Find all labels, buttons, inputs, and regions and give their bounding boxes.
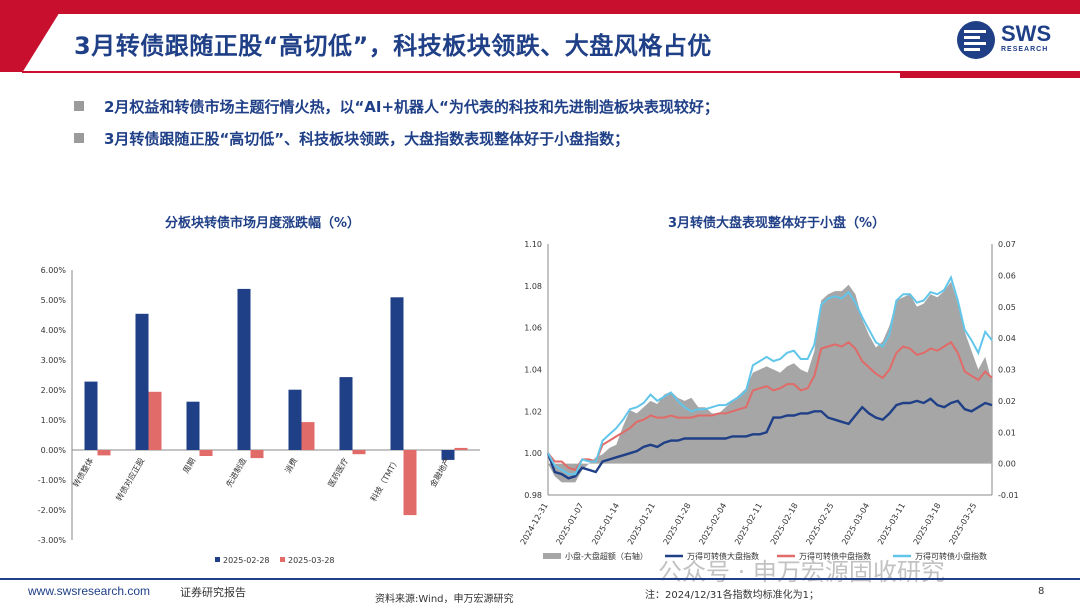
bar <box>339 377 353 450</box>
bar <box>288 389 302 450</box>
bar <box>250 450 264 459</box>
bar <box>301 422 315 450</box>
footer-report-type: 证券研究报告 <box>180 586 246 599</box>
legend-swatch <box>543 553 561 559</box>
bar <box>135 313 149 450</box>
footer-divider <box>0 578 1080 580</box>
right-y-tick-label: 0.01 <box>998 428 1016 437</box>
bullet-square-icon <box>74 101 84 111</box>
y-tick-label: 5.00% <box>41 296 67 305</box>
x-tick-label: 金融地产 <box>428 456 453 489</box>
legend-swatch <box>280 557 285 562</box>
x-tick-label: 医药医疗 <box>326 456 351 489</box>
y-tick-label: -3.00% <box>38 536 67 545</box>
legend-label: 万得可转债小盘指数 <box>915 551 987 561</box>
right-y-tick-label: 0.04 <box>998 334 1016 343</box>
x-tick-label: 2025-01-21 <box>626 502 657 547</box>
bar <box>148 391 162 450</box>
x-tick-label: 先进制造 <box>224 456 249 489</box>
bar-chart-title: 分板块转债市场月度涨跌幅（%） <box>165 216 361 231</box>
left-y-tick-label: 0.98 <box>524 491 542 500</box>
footer-note: 注：2024/12/31各指数均标准化为1； <box>645 590 819 601</box>
legend-label: 万得可转债大盘指数 <box>687 551 759 561</box>
x-tick-label: 2025-03-25 <box>947 502 978 547</box>
bullet-text: 2月权益和转债市场主题行情火热，以“AI+机器人“为代表的科技和先进制造板块表现… <box>104 98 719 116</box>
bar <box>352 450 366 455</box>
bar <box>454 447 468 450</box>
left-y-tick-label: 1.02 <box>524 407 542 416</box>
y-tick-label: 0.00% <box>41 446 67 455</box>
x-tick-label: 2025-02-11 <box>733 502 764 547</box>
x-tick-label: 转债对应正股 <box>114 456 147 503</box>
right-y-tick-label: 0.03 <box>998 366 1016 375</box>
line-chart-title: 3月转债大盘表现整体好于小盘（%） <box>668 216 886 231</box>
bar <box>97 450 111 456</box>
y-tick-label: -2.00% <box>38 506 67 515</box>
footer-url-link[interactable]: www.swsresearch.com <box>28 584 151 598</box>
y-tick-label: 4.00% <box>41 326 67 335</box>
legend-label: 2025-03-28 <box>288 556 335 565</box>
right-y-tick-label: 0.05 <box>998 303 1016 312</box>
series-line <box>546 397 993 480</box>
right-y-tick-label: 0.06 <box>998 271 1016 280</box>
series-line <box>547 274 993 476</box>
right-y-tick-label: -0.01 <box>998 491 1019 500</box>
bullet-square-icon <box>74 133 84 143</box>
banner-red-shape <box>0 0 1080 72</box>
footer-source: 资料来源:Wind，申万宏源研究 <box>375 594 514 605</box>
x-tick-label: 科技（TMT） <box>368 456 401 503</box>
x-tick-label: 2025-03-04 <box>840 502 871 547</box>
x-tick-label: 消费 <box>283 456 300 475</box>
bar <box>441 450 455 460</box>
banner-divider <box>0 14 60 74</box>
bar <box>403 450 417 516</box>
left-y-tick-label: 1.04 <box>524 366 542 375</box>
logo-subtext: RESEARCH <box>1001 46 1049 53</box>
legend-label: 2025-02-28 <box>223 556 270 565</box>
y-tick-label: 3.00% <box>41 356 67 365</box>
x-tick-label: 转债整体 <box>71 456 96 489</box>
bar <box>390 297 404 450</box>
series-line <box>547 340 993 472</box>
logo-text: SWS <box>1001 21 1052 46</box>
page-number: 8 <box>1038 586 1045 597</box>
y-tick-label: 6.00% <box>41 266 67 275</box>
x-tick-label: 2025-01-07 <box>554 502 585 547</box>
x-tick-label: 2025-03-18 <box>912 502 943 547</box>
x-tick-label: 2024-12-31 <box>519 502 550 547</box>
line-chart: 0.98 1.00 1.02 1.04 1.06 1.08 1.10 -0.01 0.00 0.0… <box>519 240 1019 561</box>
right-y-tick-label: 0.02 <box>998 397 1016 406</box>
x-tick-label: 周期 <box>181 457 197 475</box>
y-tick-label: 1.00% <box>41 416 67 425</box>
x-tick-label: 2025-02-04 <box>697 502 728 547</box>
left-y-tick-label: 1.00 <box>524 449 542 458</box>
legend-swatch <box>215 557 220 562</box>
bar <box>199 450 213 456</box>
right-y-tick-label: 0.07 <box>998 240 1016 249</box>
bullet-text: 3月转债跟随正股“高切低”、科技板块领跌，大盘指数表现整体好于小盘指数； <box>104 130 630 148</box>
page-title: 3月转债跟随正股“高切低”，科技板块领跌、大盘风格占优 <box>74 32 712 60</box>
excess-area <box>548 281 992 483</box>
legend-label: 小盘-大盘超额（右轴） <box>565 551 648 561</box>
x-tick-label: 2025-01-28 <box>662 502 693 547</box>
bar <box>84 381 98 450</box>
watermark-text: 公众号 · 申万宏源固收研究 <box>658 558 945 586</box>
x-tick-label: 2025-02-25 <box>804 502 835 547</box>
header-banner <box>0 0 1080 78</box>
left-y-tick-label: 1.08 <box>524 282 542 291</box>
right-y-tick-label: 0.00 <box>998 460 1016 469</box>
bar-chart: -3.00% -2.00% -1.00% 0.00% 1.00% 2.00% 3.00% 4.… <box>38 266 480 565</box>
sws-logo-icon <box>957 21 995 59</box>
legend-label: 万得可转债中盘指数 <box>799 551 871 561</box>
bar <box>237 288 251 450</box>
x-tick-label: 2025-01-14 <box>590 502 621 547</box>
bar <box>186 401 200 450</box>
y-tick-label: 2.00% <box>41 386 67 395</box>
left-y-tick-label: 1.10 <box>524 240 542 249</box>
x-tick-label: 2025-03-11 <box>876 502 907 547</box>
y-tick-label: -1.00% <box>38 476 67 485</box>
x-tick-label: 2025-02-18 <box>769 502 800 547</box>
left-y-tick-label: 1.06 <box>524 324 542 333</box>
